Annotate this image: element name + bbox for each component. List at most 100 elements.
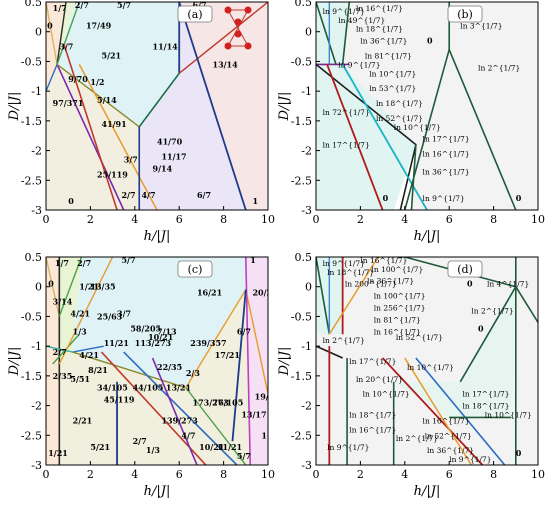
x-axis-label: h/|J| [144,229,171,244]
region-label: 0 [467,279,473,289]
y-tick-label: 0.5 [25,0,43,9]
x-tick-label: 4 [401,213,408,226]
region-label: 139/273 [161,415,198,425]
phase-boundary-5 [72,345,104,353]
region-label: ln 53^{1/7} [369,84,416,93]
region-label: ln 10^{1/7} [394,123,441,132]
axes-frame [315,256,539,466]
region-label: ln 4^{1/7} [487,280,529,289]
phase-boundary-10 [151,357,198,465]
panel-tag: (d) [457,263,473,276]
x-tick-label: 4 [131,468,138,481]
region-label: 2/21 [73,415,93,425]
plot-area: ln 9^{1/7}ln 16^{1/7}ln 49^{1/7}ln 18^{1… [316,2,538,210]
region-label: ln 18^{1/7} [349,410,396,419]
panel-tag-box [447,5,483,23]
y-tick-label: -1.5 [291,115,312,128]
region-label: 3/14 [53,297,73,307]
axes-frame [45,256,269,466]
region-label: 25/119 [97,169,128,179]
region-label: 1/21 [79,282,99,292]
y-tick-label: 0.5 [25,251,43,264]
phase-boundary-11 [459,286,517,383]
region-label: 97/371 [53,98,84,108]
phase-boundary-0 [46,2,58,65]
region-label: ln 9^{1/7} [323,7,365,16]
y-tick-label: -2.5 [291,174,312,187]
region-label: 13/17 [241,409,266,419]
y-tick-label: 0.5 [295,0,313,9]
panel-a: 1/7 2/7 5/7 6/70 17/493/75/219/70 1/211/1413/… [7,0,275,244]
region-label: ln 18^{1/7} [327,268,374,277]
region-label: ln 36^{1/7} [367,277,414,286]
y-tick-label: -1.5 [291,370,312,383]
phase-region-2 [393,286,516,418]
phase-boundary-13 [515,286,538,323]
phase-region-4 [59,289,251,465]
region-label: ln 52^{1/7} [396,333,443,342]
x-tick-label: 8 [490,213,497,226]
region-label: 13/14 [213,59,239,69]
region-label: ln 9^{1/7} [327,443,369,452]
region-label: ln 81^{1/7} [374,315,421,324]
region-label: 20/21 [252,288,277,298]
region-label: 113/273 [135,338,172,348]
region-label: 0 [427,36,433,46]
phase-region-5 [46,64,140,210]
region-label: 5/21 [90,442,110,452]
phase-boundary-3 [46,64,58,92]
region-label: ln 16^{1/7} [423,416,470,425]
region-label: 1/21 [48,448,68,458]
y-tick-label: 0 [35,281,42,294]
x-axis-label: h/|J| [414,229,441,244]
phase-boundary-8 [381,357,484,465]
region-label: 1 [250,255,256,265]
region-label: 2/7 [121,190,135,200]
y-tick-label: -0.5 [21,310,42,323]
region-label: 10/21 [148,332,173,342]
axes-frame [315,1,539,211]
x-axis-label: h/|J| [144,484,171,499]
region-label: ln 100^{1/7} [374,292,426,301]
region-label: 1/3 [146,445,160,455]
y-tick-label: -3 [301,204,312,217]
phase-boundary-13 [138,72,180,128]
y-tick-label: -3 [301,459,312,472]
phase-boundary-1 [341,2,351,65]
x-tick-label: 0 [313,468,320,481]
phase-boundary-10 [178,2,268,74]
x-tick-label: 8 [490,468,497,481]
region-label: ln 81^{1/7} [365,51,412,60]
x-tick-label: 4 [131,213,138,226]
phase-region-4 [179,2,268,210]
region-label: 16/21 [197,288,222,298]
region-label: ln 18^{1/7} [376,99,423,108]
region-label: 58/205 [130,323,161,333]
phase-boundary-11 [185,387,247,465]
phase-region-3 [245,257,268,465]
region-label: ln 2^{1/7} [396,434,438,443]
region-label: ln 3^{1/7} [460,22,502,31]
region-label: ln 256^{1/7} [374,303,426,312]
region-label: 41/91 [102,119,127,129]
region-label: 25/63 [97,311,123,321]
region-label: 13/35 [90,282,115,292]
region-label: 4/7 [141,190,155,200]
phase-boundary-15 [46,345,73,353]
phase-boundary-9 [123,351,238,465]
region-label: 11/21 [104,338,129,348]
region-label: 2/7 [77,258,91,268]
region-label: 16/21 [261,430,286,440]
region-label: ln 17^{1/7} [323,141,370,150]
lattice-inset-icon [224,6,252,50]
region-label: ln 2^{1/7} [478,63,520,72]
region-label: 9/70 [68,74,88,84]
region-label: ln 10^{1/7} [363,390,410,399]
region-label: ln 10^{1/7} [369,69,416,78]
phase-boundary-11 [178,2,247,210]
plot-area: ln 9^{1/7} ln 16^{1/7} ln 18^{1/7} ln 100^{… [316,257,538,465]
region-label: 2/35 [53,371,73,381]
region-label: 10/21 [199,442,224,452]
region-label: 2/7 [53,347,67,357]
